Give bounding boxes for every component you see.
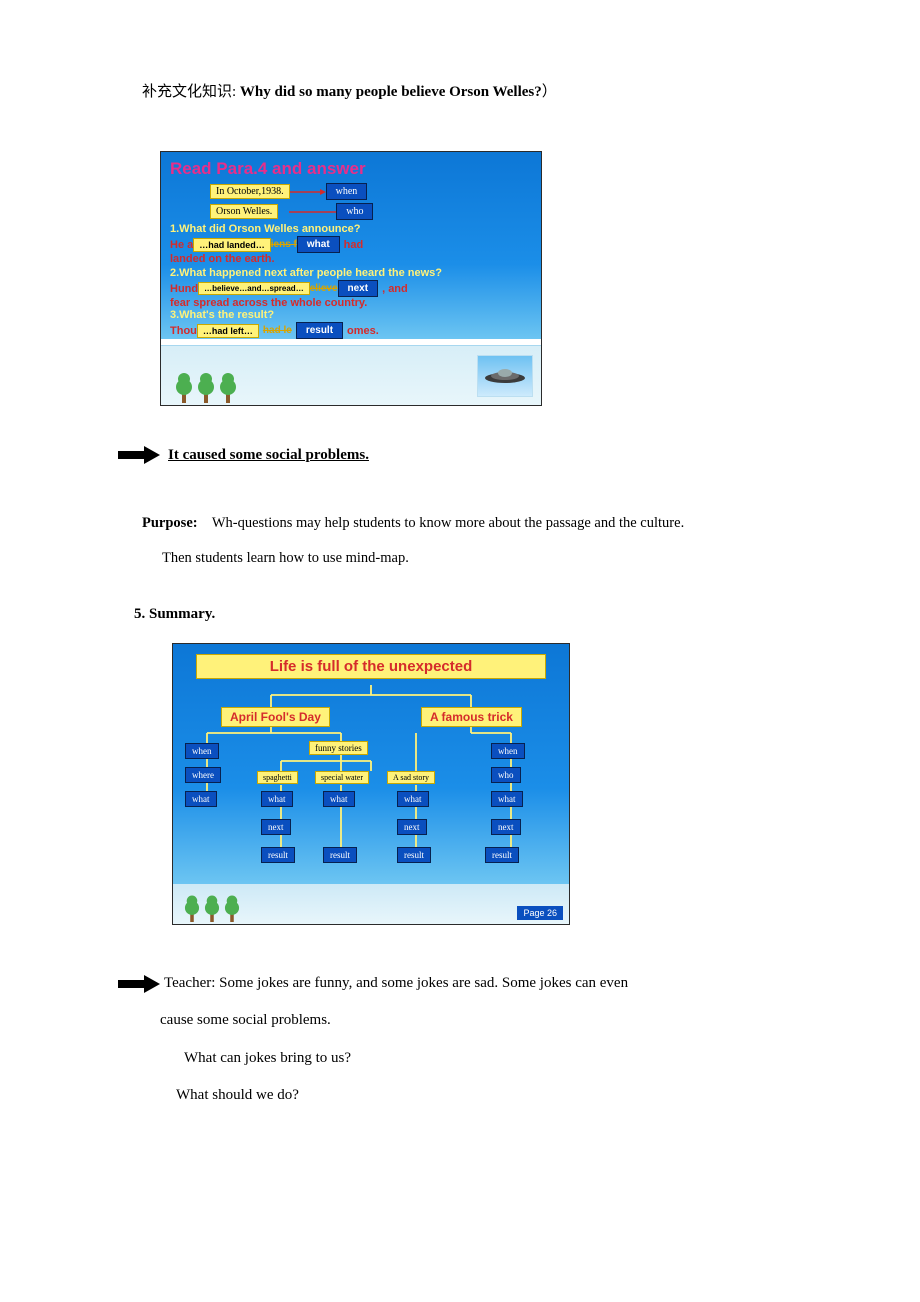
r-result: result (485, 847, 519, 863)
who-label: who (336, 203, 373, 220)
arrow-icon (118, 975, 160, 993)
funny-stories: funny stories (309, 741, 368, 755)
who-value: Orson Welles. (210, 204, 278, 219)
m3-what: what (397, 791, 429, 807)
m2-result: result (323, 847, 357, 863)
section-5-heading: 5. Summary. (134, 606, 790, 623)
a1-line2: landed on the earth. (170, 253, 532, 265)
close-paren: ） (542, 84, 557, 100)
a2-box: …believe…and…spread… (198, 282, 310, 295)
r-who: who (491, 767, 521, 783)
tree-icon (223, 892, 241, 922)
a1: He a …had landed… iens f what had (170, 236, 532, 253)
m1-result: result (261, 847, 295, 863)
when-label: when (326, 183, 368, 200)
a3-pre: Thou (170, 325, 197, 337)
left-where: where (185, 767, 221, 783)
a3-box: …had left… (197, 324, 259, 338)
tree-icon (183, 892, 201, 922)
sad-story: A sad story (387, 771, 435, 784)
culture-note-line: 补充文化知识: Why did so many people believe O… (142, 80, 790, 101)
a2-pre: Hund (170, 283, 198, 295)
slide-heading: Read Para.4 and answer (170, 159, 532, 179)
next-label: next (338, 280, 379, 297)
left-when: when (185, 743, 219, 759)
teacher-q2: What should we do? (176, 1077, 790, 1115)
slide2-ground: Page 26 (173, 884, 569, 924)
mindmap: April Fool's Day A famous trick funny st… (181, 685, 561, 875)
purpose-label: Purpose: (142, 515, 198, 531)
ufo-thumbnail (477, 355, 533, 397)
result-label: result (296, 322, 343, 339)
a3-mid: had le (263, 325, 292, 336)
tree-icon (203, 892, 221, 922)
purpose-paragraph: Purpose: Wh-questions may help students … (142, 506, 790, 576)
a1-post: had (344, 239, 364, 251)
purpose-text: Wh-questions may help students to know m… (212, 515, 684, 531)
mindmap-title: Life is full of the unexpected (196, 654, 546, 679)
m1-what: what (261, 791, 293, 807)
arrow-icon (118, 446, 160, 464)
ufo-icon (483, 366, 527, 386)
what-label: what (297, 236, 340, 253)
teacher-block: Teacher: Some jokes are funny, and some … (118, 965, 790, 1115)
q1: 1.What did Orson Welles announce? (170, 223, 532, 235)
m3-next: next (397, 819, 427, 835)
tree-icon (197, 369, 215, 403)
a2: Hund …believe…and…spread… elieve next , … (170, 280, 532, 297)
arrow-icon (278, 209, 336, 215)
a2-post: , and (382, 283, 408, 295)
special-water: special water (315, 771, 369, 784)
q3: 3.What's the result? (170, 309, 532, 321)
slide-para4: Read Para.4 and answer In October,1938. … (160, 151, 542, 406)
slide-ground (161, 345, 541, 405)
r-next: next (491, 819, 521, 835)
tree-icon (175, 369, 193, 403)
a3-post: omes. (347, 325, 379, 337)
q2: 2.What happened next after people heard … (170, 267, 532, 279)
m1-next: next (261, 819, 291, 835)
a1-box: …had landed… (193, 238, 271, 252)
r-when: when (491, 743, 525, 759)
teacher-line1: Teacher: Some jokes are funny, and some … (164, 965, 628, 1003)
m3-result: result (397, 847, 431, 863)
cn-prefix: 补充文化知识: (142, 84, 240, 100)
left-header: April Fool's Day (221, 707, 330, 727)
culture-question: Why did so many people believe Orson Wel… (240, 84, 542, 100)
tree-icon (219, 369, 237, 403)
a1-pre: He a (170, 239, 193, 251)
right-header: A famous trick (421, 707, 522, 727)
a3: Thou …had left… had le result omes. (170, 322, 532, 339)
conclusion-text: It caused some social problems. (168, 447, 369, 463)
spaghetti: spaghetti (257, 771, 298, 784)
teacher-line2: cause some social problems. (160, 1002, 790, 1040)
purpose-line2: Then students learn how to use mind-map. (162, 550, 409, 566)
conclusion-row: It caused some social problems. (118, 446, 790, 464)
r-what: what (491, 791, 523, 807)
a1-mid: iens f (271, 239, 297, 250)
m2-what: what (323, 791, 355, 807)
a2-mid: elieve (310, 283, 338, 294)
a2-line2: fear spread across the whole country. (170, 297, 532, 309)
when-value: In October,1938. (210, 184, 290, 199)
left-what: what (185, 791, 217, 807)
arrow-icon (290, 189, 326, 195)
teacher-q1: What can jokes bring to us? (184, 1040, 790, 1078)
slide-mindmap: Life is full of the unexpected April Foo… (172, 643, 570, 925)
page-number: Page 26 (517, 906, 563, 920)
